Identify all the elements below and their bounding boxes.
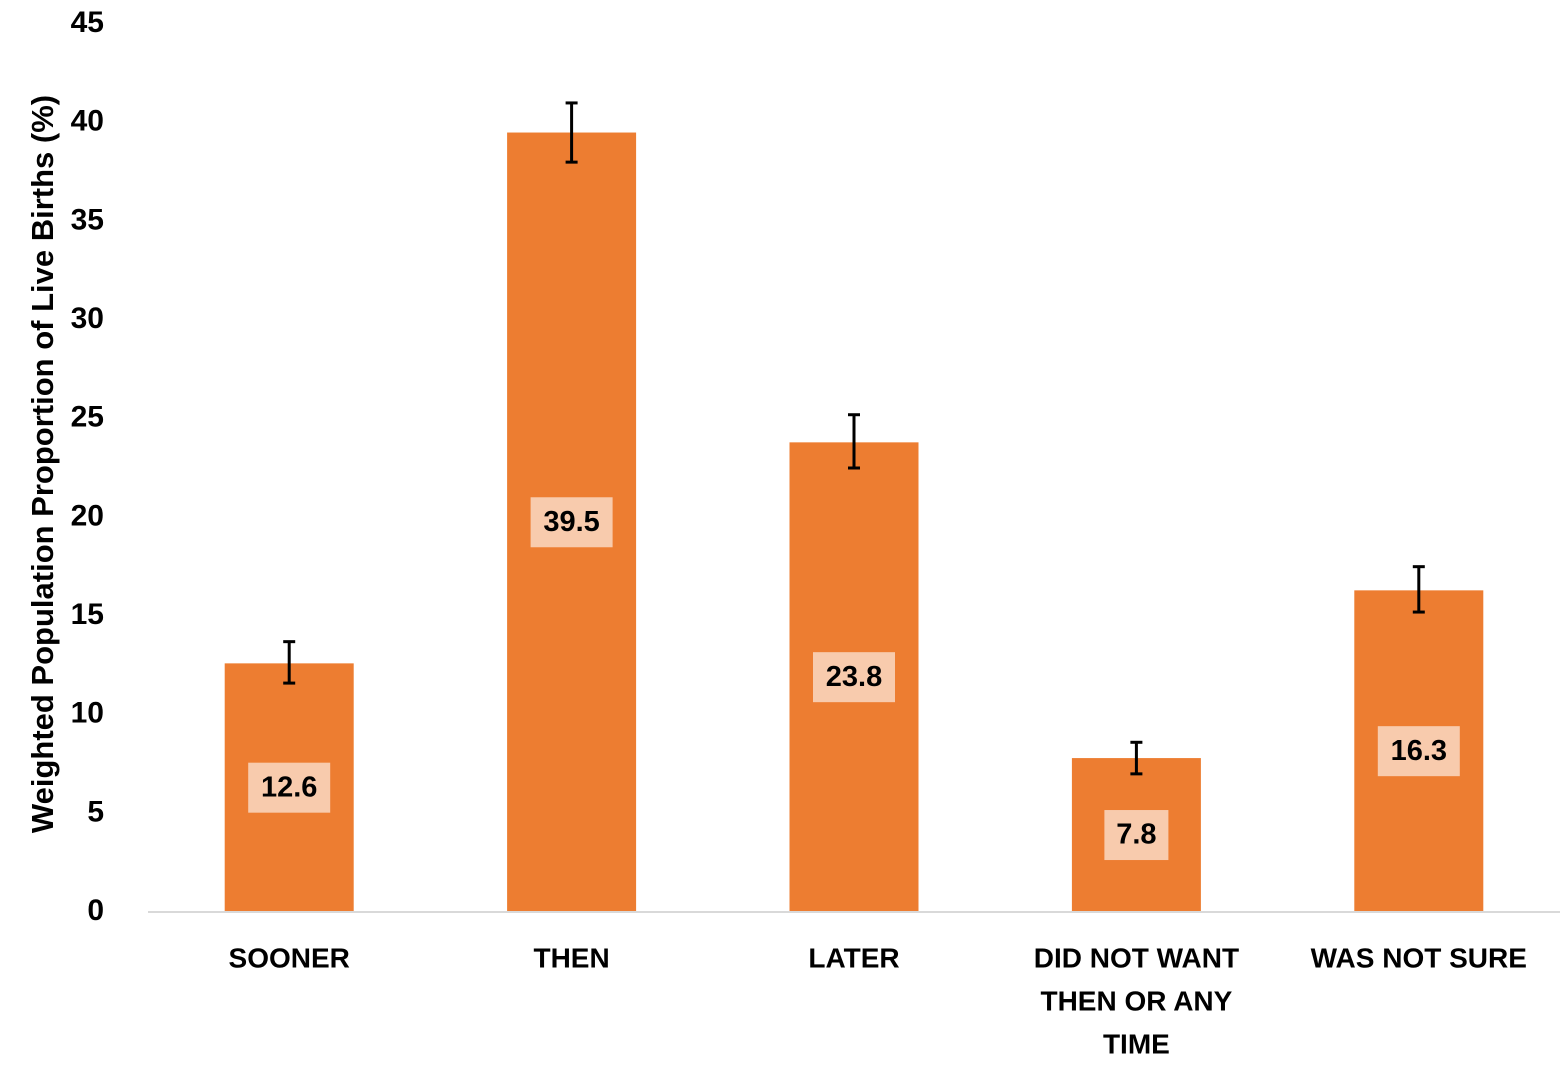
data-label: 7.8 <box>1116 819 1156 851</box>
category-label: THEN OR ANY <box>1040 985 1232 1016</box>
y-tick-label: 0 <box>87 894 104 927</box>
bars-group <box>224 132 1484 913</box>
data-label-box <box>530 497 613 548</box>
data-label: 23.8 <box>826 661 882 693</box>
category-label: TIME <box>1103 1028 1170 1059</box>
category-label: DID NOT WANT <box>1034 942 1239 973</box>
error-bars-group <box>283 101 1425 776</box>
error-bar <box>283 640 296 685</box>
data-label-box <box>1377 726 1460 777</box>
category-label: SOONER <box>229 942 350 973</box>
error-bar <box>1412 565 1425 614</box>
category-label: THEN <box>533 942 609 973</box>
y-axis-title-group: Weighted Population Proportion of Live B… <box>25 95 60 833</box>
category-labels-group: SOONER THEN LATER DID NOT WANT THEN OR ANY TI… <box>229 942 1527 1059</box>
y-tick-label: 45 <box>71 6 104 39</box>
y-tick-label: 5 <box>87 795 104 828</box>
y-tick-label: 20 <box>71 499 104 532</box>
data-label-box <box>813 652 895 703</box>
y-tick-label: 40 <box>71 105 104 138</box>
y-tick-label: 35 <box>71 203 104 236</box>
error-bar <box>848 413 860 470</box>
error-bar <box>565 101 578 164</box>
data-labels-group: 12.6 39.5 23.8 7.8 16.3 <box>248 497 1460 861</box>
data-label-box <box>248 762 331 813</box>
data-label-box <box>1104 810 1169 861</box>
data-label: 12.6 <box>261 771 317 803</box>
data-label: 39.5 <box>543 506 599 538</box>
error-bar <box>1130 740 1143 776</box>
y-tick-label: 10 <box>71 697 104 730</box>
category-label: LATER <box>808 942 899 973</box>
y-axis-title: Weighted Population Proportion of Live B… <box>25 95 60 833</box>
data-label: 16.3 <box>1391 735 1447 767</box>
y-tick-label: 15 <box>71 598 104 631</box>
y-tick-label: 30 <box>71 302 104 335</box>
y-tick-label: 25 <box>71 401 104 434</box>
y-axis-ticks: 0 5 10 15 20 25 30 35 40 45 <box>71 6 104 927</box>
category-label: WAS NOT SURE <box>1311 942 1527 973</box>
